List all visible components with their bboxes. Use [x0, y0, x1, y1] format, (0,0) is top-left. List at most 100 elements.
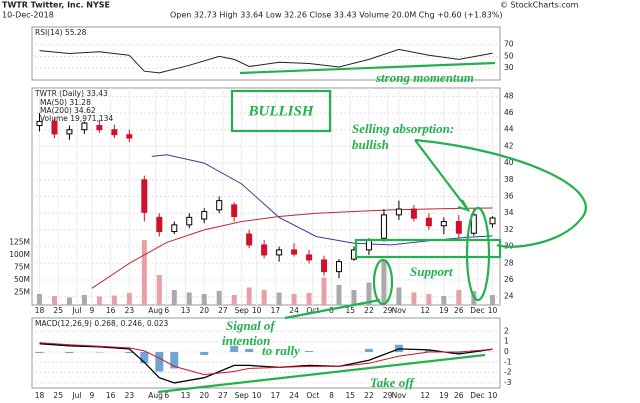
- candle-body: [321, 259, 328, 273]
- volume-bar: [306, 293, 312, 305]
- histogram-bar: [155, 351, 164, 372]
- volume-bar: [441, 296, 447, 305]
- x-tick-label: 8: [329, 306, 334, 315]
- y-tick-label: 2: [504, 326, 509, 335]
- x-tick-label: 8: [329, 391, 334, 400]
- histogram-bar: [200, 351, 209, 356]
- volume-bar: [81, 295, 87, 305]
- candle-body: [216, 200, 223, 211]
- rsi-panel: [31, 26, 501, 81]
- x-tick-label: 13: [181, 306, 191, 315]
- candle-body: [36, 120, 43, 127]
- x-tick-label: Nov: [392, 306, 407, 315]
- y-tick-label: 50: [504, 51, 514, 60]
- annotation: Selling absorption:: [352, 121, 454, 136]
- line: [39, 343, 493, 384]
- volume-bar: [51, 296, 57, 305]
- candle-body: [336, 261, 343, 273]
- candle-body: [246, 233, 253, 246]
- candle-body: [141, 179, 148, 213]
- histogram-bar: [305, 350, 314, 352]
- volume-tick-label: 125M: [9, 238, 30, 247]
- volume-tick-label: 25M: [14, 288, 30, 297]
- y-tick-label: 40: [504, 158, 514, 167]
- y-tick-label: 46: [504, 108, 514, 117]
- y-tick-label: -2: [504, 368, 512, 377]
- x-tick-label: 13: [181, 391, 191, 400]
- x-tick-label: 23: [125, 306, 135, 315]
- volume-bar: [36, 294, 42, 305]
- y-tick-label: 32: [504, 225, 514, 234]
- histogram-bar: [364, 348, 373, 352]
- candle-body: [489, 217, 496, 225]
- candle-body: [81, 122, 88, 131]
- candle-body: [126, 134, 133, 139]
- y-tick-label: 44: [504, 125, 514, 134]
- y-tick-label: 48: [504, 91, 514, 100]
- candle-body: [276, 249, 283, 256]
- x-tick-label: 26: [454, 391, 464, 400]
- histogram-bar: [65, 351, 74, 353]
- x-tick-label: Aug: [148, 306, 163, 315]
- credit: © StockCharts.com: [500, 1, 579, 10]
- annotation: to rally: [262, 343, 300, 358]
- x-tick-label: 19: [439, 391, 449, 400]
- line: [91, 207, 493, 289]
- x-tick-label: 9: [90, 391, 95, 400]
- x-tick-label: 20: [199, 306, 209, 315]
- line: [39, 48, 493, 74]
- histogram-bar: [125, 351, 134, 353]
- x-tick-label: Oct: [306, 391, 319, 400]
- quote: Open 32.73 High 33.64 Low 32.26 Close 33…: [170, 11, 503, 20]
- candle-body: [231, 204, 238, 218]
- x-tick-label: 10: [252, 391, 262, 400]
- y-tick-label: 26: [504, 275, 514, 284]
- volume-bar: [366, 282, 372, 305]
- candle-body: [440, 221, 447, 227]
- volume-bar: [201, 294, 207, 305]
- bullish-box: [230, 89, 332, 133]
- volume-bar: [126, 293, 132, 305]
- volume-bar: [231, 295, 237, 305]
- volume-bar: [490, 295, 496, 305]
- x-tick-label: Aug: [148, 391, 163, 400]
- x-tick-label: 15: [345, 391, 355, 400]
- candle-body: [96, 125, 103, 131]
- x-tick-label: 16: [106, 306, 116, 315]
- volume-tick-label: 50M: [14, 275, 30, 284]
- annotation: bullish: [352, 137, 389, 152]
- candle-body: [395, 208, 402, 216]
- trend-line: [239, 61, 496, 75]
- annotation: Support: [410, 264, 453, 279]
- volume-bar: [261, 290, 267, 305]
- pointer: [284, 298, 381, 320]
- y-tick-label: 30: [504, 63, 514, 72]
- x-tick-label: 23: [125, 391, 135, 400]
- trend-line: [157, 353, 486, 394]
- x-tick-label: 22: [364, 391, 374, 400]
- x-tick-label: 10: [252, 306, 262, 315]
- line: [39, 342, 493, 376]
- volume-bar: [66, 297, 72, 305]
- legend-entry: MA(50) 31.28: [40, 98, 91, 107]
- volume-bar: [426, 294, 432, 305]
- x-tick-label: 19: [439, 306, 449, 315]
- candle-body: [186, 216, 193, 226]
- annotation: strong momentum: [375, 70, 474, 85]
- x-tick-label: 29: [383, 391, 393, 400]
- x-tick-label: 10: [488, 391, 498, 400]
- histogram-bar: [230, 345, 239, 352]
- legend-entry: Volume 19,971,134: [40, 114, 113, 123]
- volume-bar: [276, 292, 282, 305]
- x-tick-label: 27: [218, 391, 228, 400]
- candle-body: [470, 214, 477, 234]
- ticker-title: TWTR Twitter, Inc. NYSE: [2, 1, 110, 10]
- candle-body: [111, 129, 118, 136]
- x-tick-label: Sep: [235, 391, 249, 400]
- y-tick-label: 36: [504, 192, 514, 201]
- candle-body: [306, 254, 313, 261]
- volume-bar: [246, 287, 252, 305]
- macd-panel: [31, 317, 501, 389]
